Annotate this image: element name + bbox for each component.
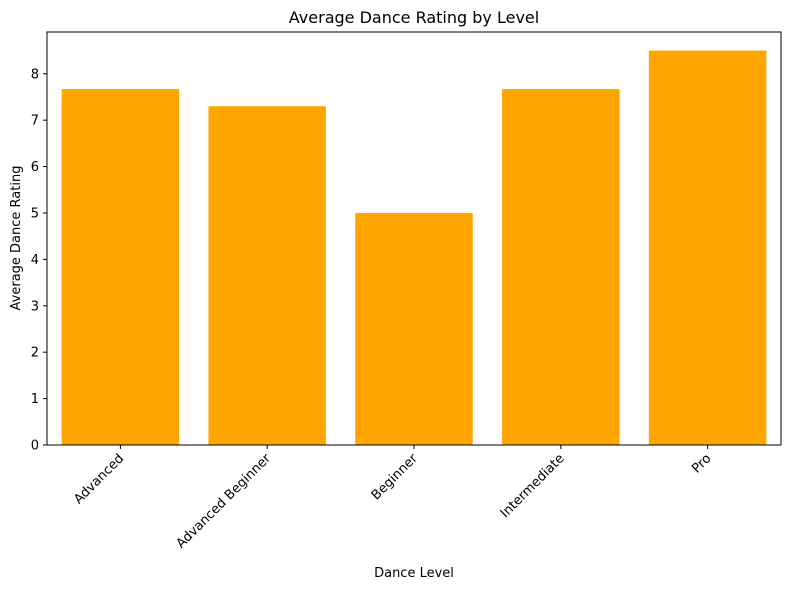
y-tick-label: 0 [31,439,39,454]
y-tick-label: 7 [31,114,39,129]
y-tick-label: 8 [31,67,39,82]
bar [208,106,326,445]
bars-group [61,50,767,446]
x-tick-label: Beginner [369,451,422,504]
bar [355,212,473,445]
y-tick-label: 3 [31,299,39,314]
y-tick-label: 1 [31,392,39,407]
x-tick-label: Advanced Beginner [174,451,275,552]
bar [61,89,180,446]
bar [502,89,620,446]
x-axis-label: Dance Level [374,566,454,581]
y-tick-label: 4 [31,253,39,268]
y-tick-label: 6 [31,160,39,175]
y-tick-label: 2 [31,346,39,361]
x-tick-label: Advanced [71,451,127,507]
y-tick-label: 5 [31,206,39,221]
x-axis-ticks: Advanced Advanced Beginner Beginner Interme… [71,445,714,552]
x-tick-label: Intermediate [498,451,568,521]
bar [648,50,767,445]
x-tick-label: Pro [689,451,714,476]
y-axis-label: Average Dance Rating [9,166,24,311]
chart-title: Average Dance Rating by Level [289,8,539,27]
plot-frame [46,31,782,446]
y-axis-ticks: 0 1 2 3 4 5 6 7 8 [31,67,47,454]
